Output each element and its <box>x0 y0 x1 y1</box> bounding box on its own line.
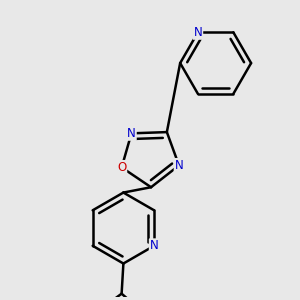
Text: O: O <box>117 161 126 174</box>
Text: N: N <box>175 159 183 172</box>
Text: N: N <box>150 239 158 252</box>
Text: N: N <box>194 26 202 39</box>
Text: N: N <box>127 127 136 140</box>
